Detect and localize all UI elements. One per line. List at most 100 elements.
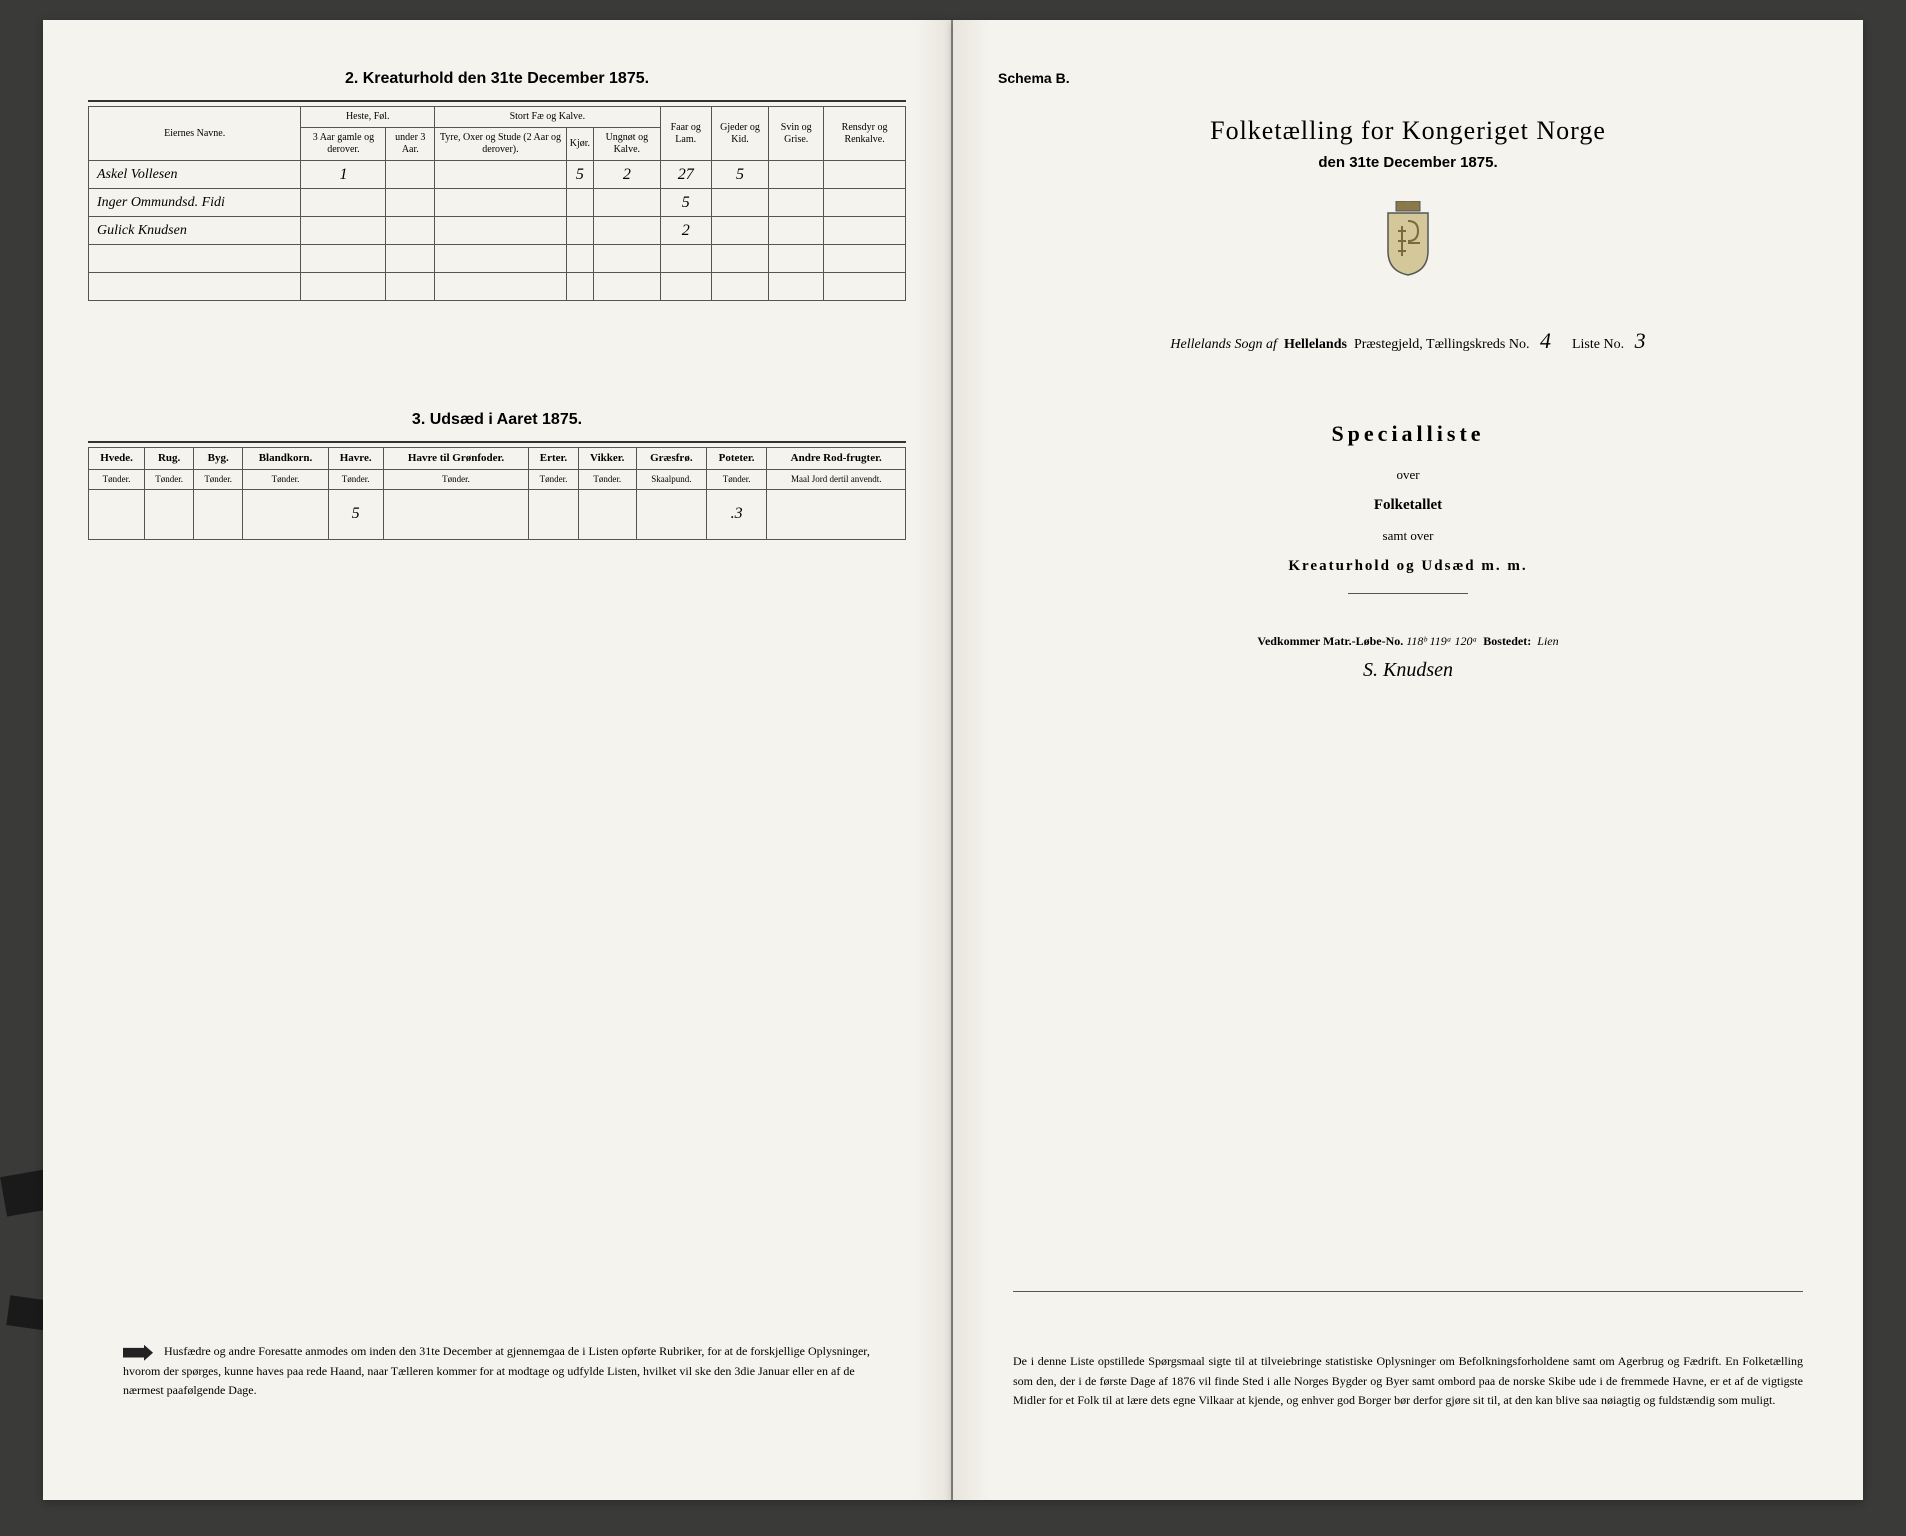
seed-col-subheader: Tønder. — [145, 470, 194, 490]
data-cell — [824, 161, 906, 189]
data-cell — [301, 217, 386, 245]
seed-col-header: Græsfrø. — [636, 448, 706, 470]
table-row: Gulick Knudsen 2 — [89, 217, 906, 245]
enumerator-signature: S. Knudsen — [998, 659, 1818, 682]
data-cell: 5 — [711, 161, 768, 189]
col-horses-1: 3 Aar gamle og derover. — [301, 128, 386, 161]
col-owner: Eiernes Navne. — [89, 107, 301, 161]
seed-col-subheader: Tønder. — [243, 470, 328, 490]
data-cell — [769, 217, 824, 245]
data-cell — [194, 489, 243, 539]
schema-label: Schema B. — [998, 70, 1818, 86]
seed-col-subheader: Maal Jord dertil anvendt. — [767, 470, 906, 490]
owner-cell: Inger Ommundsd. Fidi — [89, 189, 301, 217]
section2-title: 2. Kreaturhold den 31te December 1875. — [88, 70, 906, 88]
data-cell — [435, 273, 567, 301]
data-cell — [145, 489, 194, 539]
col-cattle-1: Tyre, Oxer og Stude (2 Aar og derover). — [435, 128, 567, 161]
pointing-hand-icon — [123, 1345, 153, 1361]
instruction-text: Husfædre og andre Foresatte anmodes om i… — [123, 1344, 870, 1396]
kreds-number: 4 — [1540, 328, 1551, 353]
data-cell — [824, 245, 906, 273]
data-cell — [578, 489, 636, 539]
seed-col-subheader: Tønder. — [578, 470, 636, 490]
owner-cell — [89, 273, 301, 301]
seed-col-subheader: Tønder. — [383, 470, 529, 490]
data-cell: 2 — [660, 217, 711, 245]
table-row: Inger Ommundsd. Fidi 5 — [89, 189, 906, 217]
bosted-label: Bostedet: — [1483, 634, 1531, 648]
coat-of-arms-icon — [998, 201, 1818, 281]
data-cell — [594, 273, 661, 301]
data-cell — [386, 217, 435, 245]
data-cell: .3 — [706, 489, 767, 539]
col-cattle: Stort Fæ og Kalve. — [435, 107, 661, 128]
table-row: Askel Vollesen152275 — [89, 161, 906, 189]
data-cell — [824, 273, 906, 301]
table-row — [89, 245, 906, 273]
samt-label: samt over — [998, 528, 1818, 544]
seed-col-header: Blandkorn. — [243, 448, 328, 470]
census-date: den 31te December 1875. — [998, 154, 1818, 171]
data-cell — [435, 189, 567, 217]
data-cell: 5 — [660, 189, 711, 217]
data-cell — [243, 489, 328, 539]
liste-number: 3 — [1635, 328, 1646, 353]
data-cell — [769, 189, 824, 217]
data-cell — [566, 217, 593, 245]
matr-line: Vedkommer Matr.-Løbe-No. 118ᵇ 119ᵃ 120ᵃ … — [998, 634, 1818, 649]
seed-col-subheader: Tønder. — [328, 470, 383, 490]
owner-cell: Gulick Knudsen — [89, 217, 301, 245]
data-cell — [767, 489, 906, 539]
kreatur-label: Kreaturhold og Udsæd m. m. — [998, 558, 1818, 575]
parish-printed: Hellelands — [1284, 337, 1347, 352]
data-cell — [636, 489, 706, 539]
data-cell — [711, 273, 768, 301]
data-cell — [594, 189, 661, 217]
seed-col-header: Rug. — [145, 448, 194, 470]
data-cell — [711, 245, 768, 273]
parish-line: Hellelands Sogn af Hellelands Præstegjel… — [998, 321, 1818, 361]
data-cell: 27 — [660, 161, 711, 189]
col-cattle-2: Kjør. — [566, 128, 593, 161]
data-cell — [824, 189, 906, 217]
col-goats: Gjeder og Kid. — [711, 107, 768, 161]
seed-col-header: Byg. — [194, 448, 243, 470]
data-cell — [435, 161, 567, 189]
data-cell: 1 — [301, 161, 386, 189]
matr-handwritten: 118ᵇ 119ᵃ 120ᵃ — [1406, 634, 1477, 648]
data-cell — [660, 273, 711, 301]
col-sheep: Faar og Lam. — [660, 107, 711, 161]
data-cell — [566, 245, 593, 273]
col-horses: Heste, Føl. — [301, 107, 435, 128]
data-cell — [711, 189, 768, 217]
data-cell — [386, 161, 435, 189]
data-cell — [824, 217, 906, 245]
matr-label: Vedkommer Matr.-Løbe-No. — [1257, 634, 1403, 648]
data-cell — [383, 489, 529, 539]
folketallet-label: Folketallet — [998, 497, 1818, 514]
data-cell — [566, 273, 593, 301]
col-horses-2: under 3 Aar. — [386, 128, 435, 161]
col-reindeer: Rensdyr og Renkalve. — [824, 107, 906, 161]
data-cell — [660, 245, 711, 273]
data-cell — [435, 217, 567, 245]
seed-col-subheader: Skaalpund. — [636, 470, 706, 490]
explanatory-note: De i denne Liste opstillede Spørgsmaal s… — [1013, 1352, 1803, 1410]
bosted-handwritten: Lien — [1537, 634, 1558, 648]
data-cell — [301, 189, 386, 217]
table-row — [89, 273, 906, 301]
data-cell — [769, 245, 824, 273]
data-cell — [594, 217, 661, 245]
col-pigs: Svin og Grise. — [769, 107, 824, 161]
seed-col-subheader: Tønder. — [89, 470, 145, 490]
data-cell: 2 — [594, 161, 661, 189]
seed-col-header: Erter. — [529, 448, 578, 470]
liste-label: Liste No. — [1572, 337, 1624, 352]
data-cell — [435, 245, 567, 273]
data-cell — [386, 273, 435, 301]
seed-col-header: Poteter. — [706, 448, 767, 470]
table-row: 5.3 — [89, 489, 906, 539]
seed-col-subheader: Tønder. — [194, 470, 243, 490]
parish-label: Præstegjeld, Tællingskreds No. — [1354, 337, 1530, 352]
